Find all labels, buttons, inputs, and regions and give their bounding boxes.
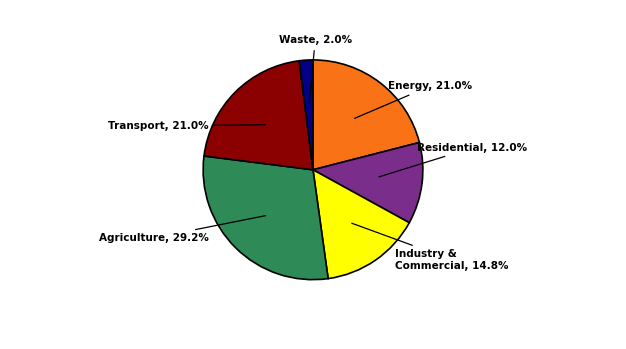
Text: Transport, 21.0%: Transport, 21.0% <box>108 121 265 131</box>
Text: Agriculture, 29.2%: Agriculture, 29.2% <box>99 216 265 243</box>
Wedge shape <box>313 60 419 170</box>
Text: Waste, 2.0%: Waste, 2.0% <box>279 35 352 103</box>
Wedge shape <box>299 60 313 170</box>
Wedge shape <box>204 61 313 170</box>
Text: Energy, 21.0%: Energy, 21.0% <box>354 81 472 118</box>
Wedge shape <box>313 142 423 223</box>
Wedge shape <box>203 156 328 280</box>
Wedge shape <box>313 170 409 279</box>
Text: Industry &
Commercial, 14.8%: Industry & Commercial, 14.8% <box>352 223 509 271</box>
Text: Residential, 12.0%: Residential, 12.0% <box>379 143 528 177</box>
